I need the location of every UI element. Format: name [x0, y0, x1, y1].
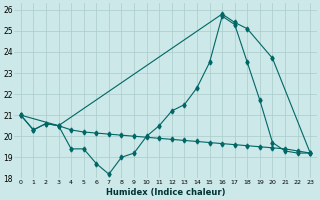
X-axis label: Humidex (Indice chaleur): Humidex (Indice chaleur): [106, 188, 225, 197]
